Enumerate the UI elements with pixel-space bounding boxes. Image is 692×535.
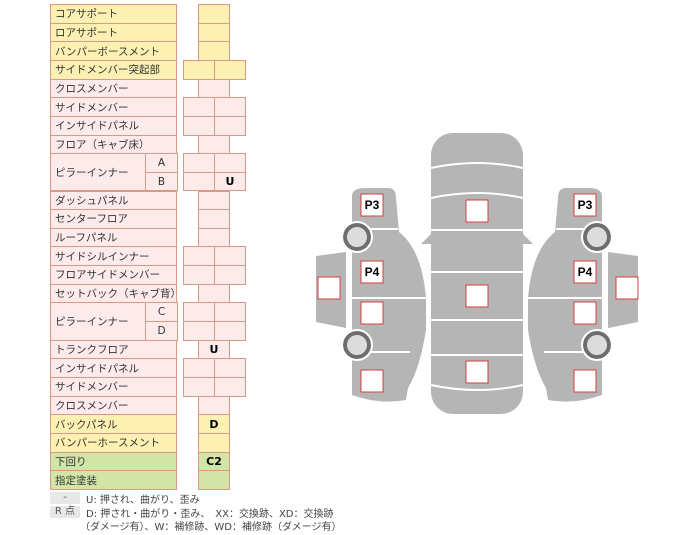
row-label: インサイドパネル xyxy=(50,358,177,378)
row-label: サイドメンバー xyxy=(50,97,177,117)
value-cell-right[interactable] xyxy=(214,321,246,341)
row-label: フロア（キャブ床） xyxy=(50,134,177,155)
row-label: インサイドパネル xyxy=(50,115,177,136)
legend-text: U: 押され、曲がり、歪み xyxy=(86,495,200,506)
value-cell[interactable] xyxy=(198,470,230,490)
label-left-p4: P4 xyxy=(365,265,380,279)
mirror-left xyxy=(421,234,431,244)
row-label: バンパーボースメント xyxy=(50,41,177,61)
row-label: ピラーインナー xyxy=(50,302,146,341)
row-label: サイドシルインナー xyxy=(50,246,177,267)
panel-box-right-p3[interactable] xyxy=(573,193,597,217)
panel-box-right-rear-door[interactable] xyxy=(573,301,597,325)
legend-key: R 点 xyxy=(50,506,80,518)
value-cell-right[interactable] xyxy=(214,115,246,136)
panel-box-left-p4[interactable] xyxy=(360,260,384,284)
panel-box-left-rear-door[interactable] xyxy=(360,301,384,325)
row-sub-label: A xyxy=(145,153,178,173)
panel-box-right-quarter[interactable] xyxy=(573,369,597,393)
legend-key: - xyxy=(50,492,80,504)
panel-box-left-door[interactable] xyxy=(317,276,341,300)
car-body-top xyxy=(431,133,523,414)
value-cell-right[interactable]: U xyxy=(214,171,246,192)
panel-box-hood[interactable] xyxy=(465,199,489,223)
label-right-p3: P3 xyxy=(578,198,593,212)
row-label: トランクフロア xyxy=(50,339,177,360)
panel-box-right-p4[interactable] xyxy=(573,260,597,284)
wheel-icon xyxy=(583,331,611,359)
wheel-icon xyxy=(583,223,611,251)
row-label: クロスメンバー xyxy=(50,78,177,99)
wheel-icon xyxy=(343,223,371,251)
row-label: ピラーインナー xyxy=(50,153,146,192)
row-label: サイドメンバー xyxy=(50,377,177,397)
row-label: バックパネル xyxy=(50,414,177,434)
legend-text: （ダメージ有）、W：補修跡、WD：補修跡（ダメージ有） xyxy=(80,522,342,533)
legend-text: D: 押され・曲がり・歪み、 XX：交換跡、XD：交換跡 xyxy=(86,509,334,520)
label-right-p4: P4 xyxy=(578,265,593,279)
value-cell[interactable]: C2 xyxy=(198,451,230,472)
row-label: サイドメンバー突起部 xyxy=(50,59,177,80)
value-cell-right[interactable] xyxy=(214,377,246,397)
panel-box-roof[interactable] xyxy=(465,284,489,308)
row-label: 指定塗装 xyxy=(50,470,177,490)
panel-box-left-p3[interactable] xyxy=(360,193,384,217)
row-label: センターフロア xyxy=(50,209,177,229)
row-label: バンパーホースメント xyxy=(50,432,177,453)
panel-box-left-quarter[interactable] xyxy=(360,369,384,393)
mirror-right xyxy=(523,234,533,244)
panel-box-right-door[interactable] xyxy=(615,276,639,300)
label-left-p3: P3 xyxy=(365,198,380,212)
panel-box-trunk[interactable] xyxy=(465,360,489,384)
wheel-icon xyxy=(343,331,371,359)
value-cell-right[interactable] xyxy=(214,59,246,80)
value-cell-right[interactable] xyxy=(214,265,246,285)
row-label: クロスメンバー xyxy=(50,395,177,416)
